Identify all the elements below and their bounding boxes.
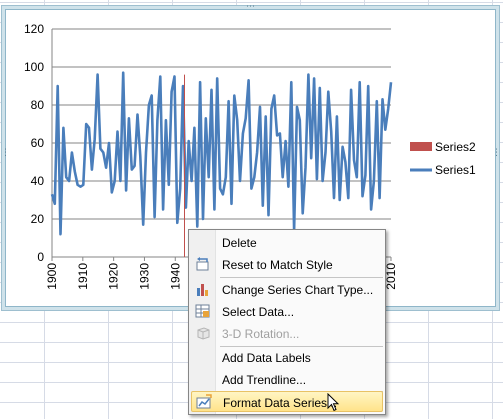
menu-item-label: Delete <box>222 236 257 250</box>
menu-item-label: Change Series Chart Type... <box>222 283 374 297</box>
menu-item-label: Format Data Series... <box>223 396 338 410</box>
menu-item-label: Select Data... <box>222 305 295 319</box>
menu-separator <box>220 277 383 278</box>
resize-handle-right[interactable]: ⋮ <box>492 148 501 158</box>
x-tick-label: 1920 <box>107 263 121 290</box>
series-line-series1 <box>50 71 393 236</box>
legend-label-series2: Series2 <box>435 140 476 154</box>
chart-type-icon <box>197 284 208 296</box>
menu-item-delete[interactable]: Delete <box>191 232 383 253</box>
y-tick-label: 40 <box>31 174 45 188</box>
rotation-3d-icon <box>197 327 210 340</box>
y-tick-label: 80 <box>31 98 45 112</box>
chart-area[interactable]: ⋯ ⋮ ⋮ 0 20 40 60 80 100 120 1900 1910 1920 1930 194… <box>1 3 501 307</box>
menu-item-add-trendline[interactable]: Add Trendline... <box>191 369 383 390</box>
select-data-icon <box>195 304 210 318</box>
x-tick-label: 1910 <box>76 263 90 290</box>
y-tick-label: 100 <box>24 60 44 74</box>
x-tick-label: 2010 <box>384 263 398 290</box>
x-tick-label: 1900 <box>45 263 59 290</box>
y-tick-label: 0 <box>37 250 44 264</box>
resize-handle-left[interactable]: ⋮ <box>1 148 10 158</box>
menu-item-format-data-series[interactable]: Format Data Series... <box>191 391 383 412</box>
y-tick-label: 20 <box>31 212 45 226</box>
resize-handle-top[interactable]: ⋯ <box>246 2 255 12</box>
menu-item-add-data-labels[interactable]: Add Data Labels <box>191 347 383 368</box>
context-menu: Delete Reset to Match Style Change Serie… <box>188 229 386 415</box>
x-tick-label: 1930 <box>137 263 151 290</box>
menu-item-3d-rotation: 3-D Rotation... <box>191 323 383 344</box>
menu-separator <box>220 346 383 347</box>
menu-item-label: Reset to Match Style <box>222 258 333 272</box>
menu-item-select-data[interactable]: Select Data... <box>191 301 383 322</box>
menu-item-change-series-chart-type[interactable]: Change Series Chart Type... <box>191 279 383 300</box>
menu-item-label: Add Trendline... <box>222 373 307 387</box>
x-tick-label: 1940 <box>168 263 182 290</box>
mouse-pointer-icon <box>327 393 340 412</box>
menu-item-label: Add Data Labels <box>222 351 311 365</box>
menu-item-label: 3-D Rotation... <box>222 327 300 341</box>
y-tick-label: 120 <box>24 22 44 36</box>
format-series-icon <box>196 394 212 409</box>
menu-item-reset-to-match-style[interactable]: Reset to Match Style <box>191 254 383 275</box>
reset-style-icon <box>196 257 209 271</box>
y-tick-label: 60 <box>31 136 45 150</box>
legend-swatch-series2 <box>410 142 432 151</box>
legend-label-series1: Series1 <box>435 163 476 177</box>
menu-icon-gutter <box>189 230 216 414</box>
